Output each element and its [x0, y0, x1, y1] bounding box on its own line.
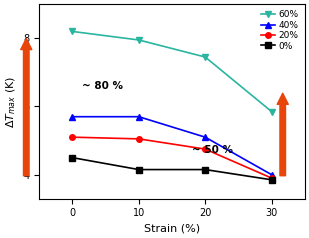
- 40%: [203, 136, 207, 139]
- Line: 0%: 0%: [70, 155, 274, 183]
- 0%: [70, 156, 74, 159]
- 0%: [270, 178, 273, 181]
- Text: ~ 80 %: ~ 80 %: [82, 81, 123, 91]
- 60%: [137, 39, 141, 41]
- 60%: [203, 56, 207, 59]
- 0%: [137, 168, 141, 171]
- X-axis label: Strain (%): Strain (%): [144, 224, 200, 234]
- Line: 60%: 60%: [70, 29, 274, 114]
- Legend: 60%, 40%, 20%, 0%: 60%, 40%, 20%, 0%: [260, 9, 300, 52]
- 20%: [270, 177, 273, 179]
- 20%: [203, 148, 207, 150]
- Text: ~ 50 %: ~ 50 %: [192, 144, 233, 154]
- Line: 20%: 20%: [70, 134, 274, 181]
- 60%: [270, 110, 273, 113]
- Line: 40%: 40%: [70, 114, 274, 178]
- 0%: [203, 168, 207, 171]
- Y-axis label: $\Delta T_{max}$ (K): $\Delta T_{max}$ (K): [4, 75, 18, 128]
- 40%: [270, 173, 273, 176]
- 20%: [70, 136, 74, 139]
- 60%: [70, 30, 74, 33]
- 20%: [137, 138, 141, 140]
- 40%: [137, 115, 141, 118]
- 40%: [70, 115, 74, 118]
